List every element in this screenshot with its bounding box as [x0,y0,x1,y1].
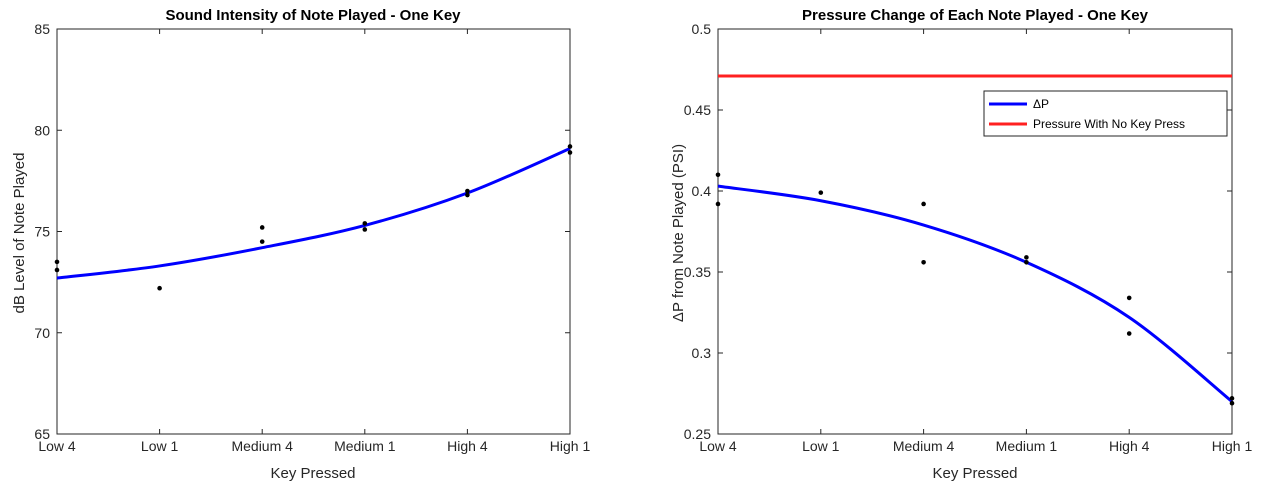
x-tick-label: Low 1 [141,438,179,454]
y-axis-label: ΔP from Note Played (PSI) [670,144,687,322]
data-point [715,201,721,207]
data-point [921,201,926,207]
x-tick-label: Low 4 [38,438,76,454]
x-tick-label: Low 4 [699,438,737,454]
data-point [465,188,470,194]
x-tick-label: Low 1 [802,438,840,454]
x-tick-label: Medium 1 [334,438,396,454]
x-tick-label: Medium 1 [996,438,1058,454]
series-line-delta-p [717,184,1233,403]
data-point [567,144,573,149]
y-tick-label: 0.25 [684,426,711,442]
y-tick-label: 75 [34,224,50,240]
data-point [157,285,162,291]
data-point [362,227,368,232]
chart-title: Sound Intensity of Note Played - One Key [165,7,461,24]
data-point [465,192,470,198]
data-point [259,225,265,230]
y-tick-label: 0.45 [684,102,711,118]
data-point [1229,400,1235,406]
y-tick-label: 85 [34,21,50,37]
chart-title: Pressure Change of Each Note Played - On… [802,7,1149,24]
x-axis-label: Key Pressed [932,465,1017,482]
y-tick-label: 0.5 [692,21,712,37]
x-tick-label: Medium 4 [231,438,293,454]
y-tick-label: 65 [34,426,50,442]
data-point [1024,255,1029,260]
plot-area-box [717,28,1233,435]
data-point [818,190,824,195]
y-tick-label: 0.4 [692,183,712,199]
x-tick-label: High 4 [447,438,488,454]
y-axis-label: dB Level of Note Played [11,153,28,314]
data-point [567,150,573,155]
data-point [54,259,60,265]
data-point [1126,331,1132,336]
legend-label-no-key-press: Pressure With No Key Press [1033,117,1185,131]
pressure-change-chart: Pressure Change of Each Note Played - On… [670,7,1252,482]
data-point [362,221,368,226]
x-tick-label: High 4 [1109,438,1150,454]
data-point [259,239,265,244]
x-tick-label: High 1 [1212,438,1253,454]
legend-label-delta-p: ΔP [1033,97,1049,111]
data-point [921,259,926,265]
x-tick-label: Medium 4 [893,438,955,454]
data-point [54,267,60,273]
legend: ΔP Pressure With No Key Press [983,90,1228,137]
legend-box [983,90,1228,137]
y-tick-label: 70 [34,325,50,341]
y-tick-label: 80 [34,122,50,138]
data-point [1229,396,1235,401]
sound-intensity-chart: Sound Intensity of Note Played - One Key… [11,7,590,482]
y-tick-label: 0.3 [692,345,712,361]
fit-curve [56,147,571,280]
y-tick-label: 0.35 [684,264,711,280]
plot-area-box [56,28,571,435]
data-point [1024,259,1029,265]
data-point [1126,295,1132,301]
data-point [715,172,721,178]
x-tick-label: High 1 [550,438,591,454]
x-axis-label: Key Pressed [270,465,355,482]
